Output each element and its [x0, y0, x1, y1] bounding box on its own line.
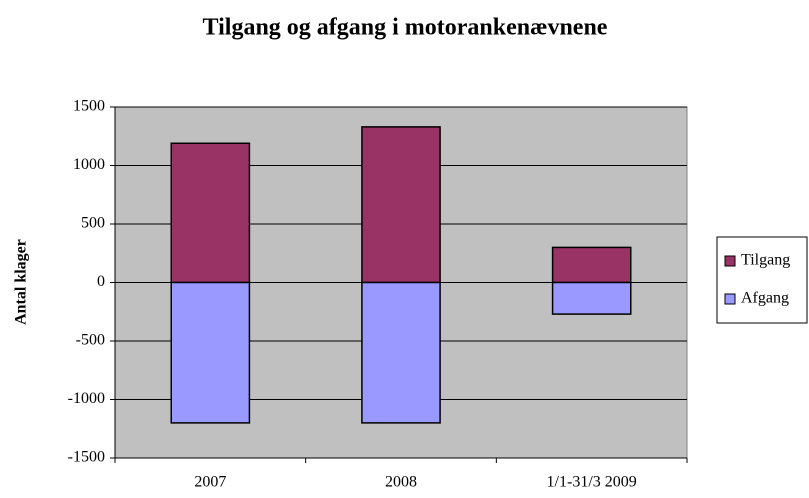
y-tick-label: -500: [76, 332, 105, 349]
x-tick-label: 2008: [385, 474, 417, 491]
bar: [170, 281, 251, 424]
y-tick-label: 1500: [73, 98, 105, 115]
y-axis-label: Antal klager: [13, 239, 30, 325]
y-tick-label: -1000: [68, 390, 105, 407]
legend-swatch: [724, 293, 736, 305]
y-tick-label: -1500: [68, 449, 105, 466]
bar: [361, 281, 441, 424]
legend-label: Afgang: [741, 290, 789, 307]
y-tick-label: 0: [97, 273, 105, 290]
bar: [170, 142, 251, 284]
chart-title: Tilgang og afgang i motorankenævnene: [203, 15, 608, 41]
x-tick-label: 2007: [194, 474, 226, 491]
legend-box: [716, 236, 808, 324]
bar: [551, 281, 632, 315]
bar: [551, 246, 632, 284]
y-tick-label: 500: [81, 215, 105, 232]
legend-swatch: [724, 255, 736, 267]
bar: [361, 126, 441, 284]
y-tick-label: 1000: [73, 156, 105, 173]
legend-label: Tilgang: [741, 252, 790, 269]
x-tick-label: 1/1-31/3 2009: [547, 474, 637, 491]
